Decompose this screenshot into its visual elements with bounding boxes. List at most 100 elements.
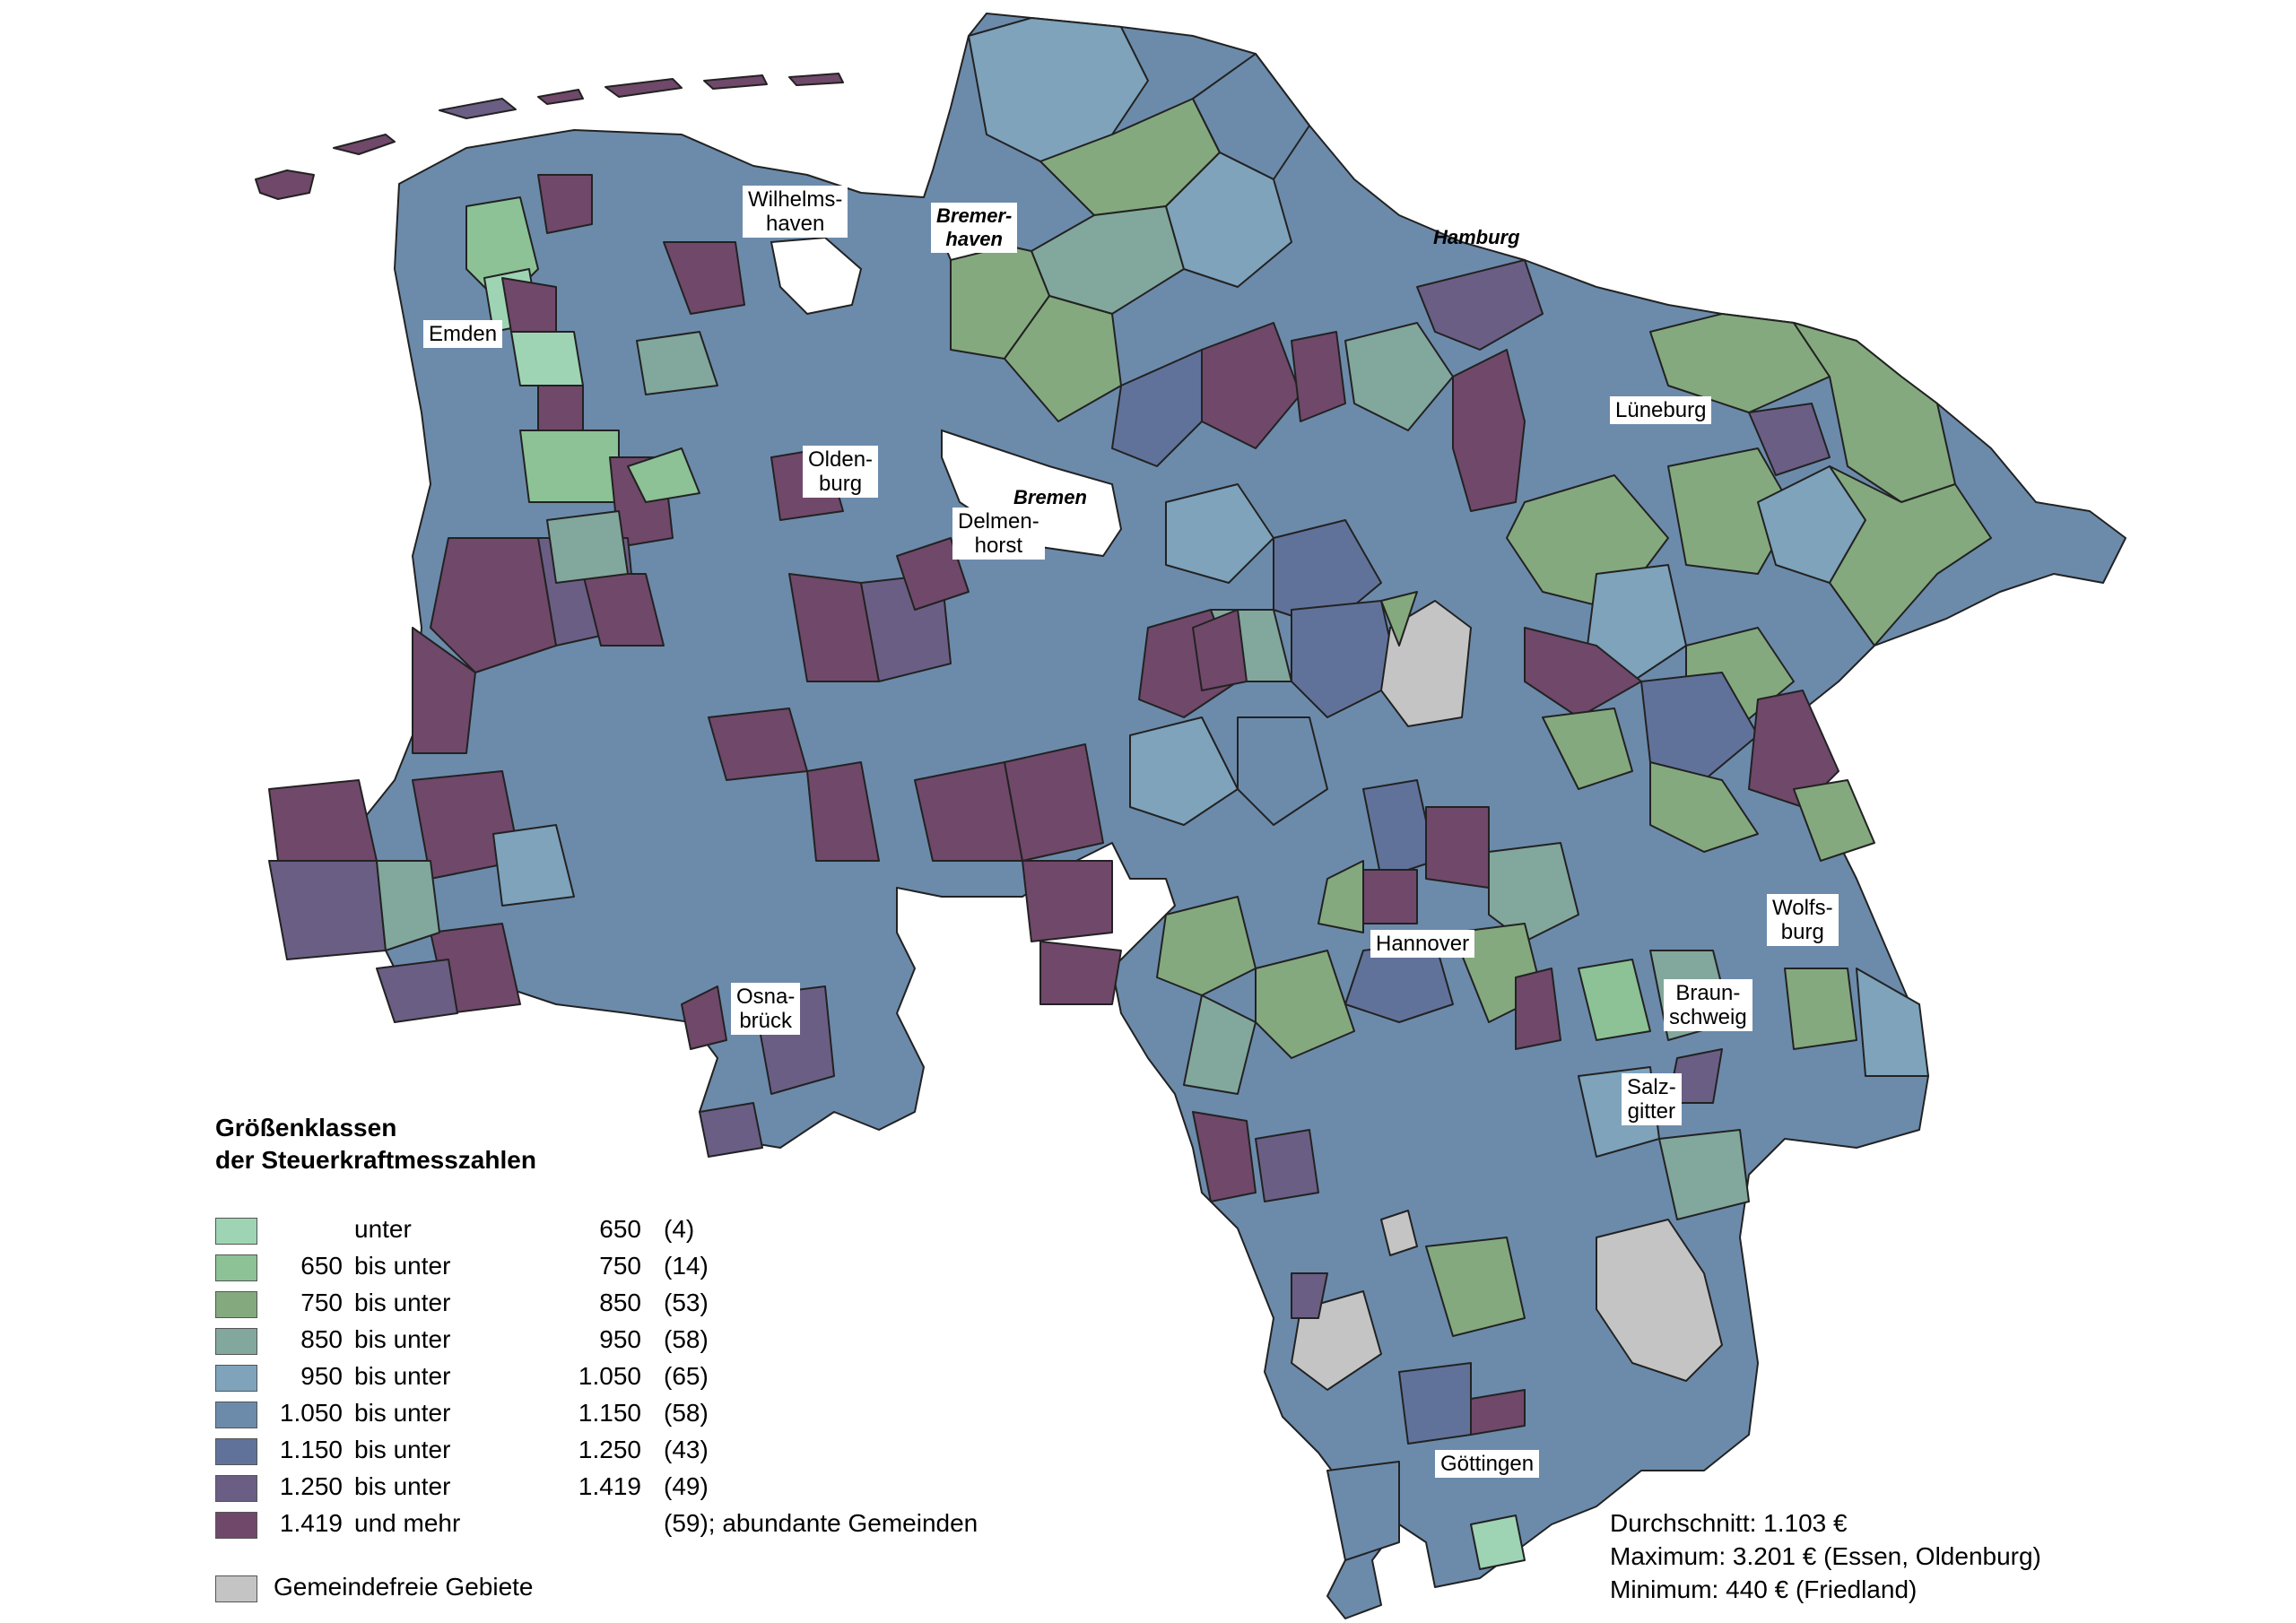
legend-to: 650 [599,1215,641,1243]
municipality [1192,609,1248,691]
legend-to: 950 [599,1325,641,1353]
city-label-lueneburg: Lüneburg [1610,396,1712,424]
legend-count: (58) [664,1325,709,1353]
municipality [376,959,458,1023]
legend-row: 950 bis unter 1.050 (65) [215,1359,1022,1396]
island-langeoog [604,78,683,98]
legend-row: 850 bis unter 950 (58) [215,1323,1022,1359]
legend-word: bis unter [354,1472,451,1500]
legend-from: 950 [300,1362,343,1390]
municipality [1039,941,1122,1005]
legend-rows: unter 650 (4) 650 bis unter 750 (14) 750 bis unt… [215,1212,1022,1543]
legend-swatch [215,1218,257,1245]
municipality [1237,716,1328,826]
municipality [699,1102,763,1158]
municipality [1111,349,1203,467]
legend-row: 1.150 bis unter 1.250 (43) [215,1433,1022,1470]
legend-count: (43) [664,1436,709,1463]
municipality [1578,959,1651,1041]
municipality [1183,994,1257,1095]
municipality [510,331,584,386]
island-wangerooge [788,73,844,86]
municipality [412,627,476,754]
legend-word: und mehr [354,1509,461,1537]
legend-swatch [215,1512,257,1539]
municipality [1470,1389,1526,1436]
municipality [1318,860,1364,933]
legend-to: 750 [599,1252,641,1280]
municipality [896,537,970,611]
legend-swatch [215,1475,257,1502]
legend-swatch [215,1328,257,1355]
municipality [1856,968,1929,1077]
municipality [1255,1129,1319,1202]
municipality [1255,950,1355,1059]
legend-swatch [215,1438,257,1465]
municipality [537,174,593,234]
municipality [519,430,620,503]
municipality [1784,968,1857,1050]
legend-from: 1.419 [279,1509,343,1537]
legend-title-line2: der Steuerkraftmesszahlen [215,1146,536,1174]
city-label-oldenburg: Olden- burg [803,446,879,498]
island-juist [333,134,396,155]
city-label-hannover: Hannover [1370,930,1475,958]
legend-count: (53) [664,1289,709,1316]
municipality [1291,331,1346,422]
legend-from: 750 [300,1289,343,1316]
municipality [1425,1237,1526,1337]
island-norderney [439,98,517,119]
municipality [537,385,584,431]
legend-swatch [215,1291,257,1318]
city-label-delmenhorst: Delmen- horst [952,508,1045,560]
city-label-bremerhaven: Bremer- haven [931,203,1018,253]
legend-row: 650 bis unter 750 (14) [215,1249,1022,1286]
legend-swatch [215,1254,257,1281]
city-label-bremen: Bremen [1013,486,1087,508]
municipality [1515,968,1561,1050]
municipality [1640,672,1759,781]
legend-row: unter 650 (4) [215,1212,1022,1249]
legend-row: 1.419 und mehr (59); abundante Gemeinden [215,1506,1022,1543]
municipality [1165,483,1274,584]
statistics-box: Durchschnitt: 1.103 € Maximum: 3.201 € (… [1610,1506,2041,1606]
municipality [1425,806,1490,889]
city-label-salzgitter: Salz- gitter [1622,1073,1682,1125]
island-baltrum [537,89,584,105]
legend-word: bis unter [354,1289,451,1316]
legend-to: 1.250 [578,1436,641,1463]
municipality [1326,1461,1400,1561]
municipality [1793,779,1875,862]
stat-minimum: Minimum: 440 € (Friedland) [1610,1575,1918,1603]
municipality [1398,1362,1472,1445]
municipality [1542,707,1633,790]
municipality [1004,295,1122,422]
municipality [1596,1219,1723,1382]
legend-swatch [215,1365,257,1392]
city-label-goettingen: Göttingen [1435,1450,1540,1478]
legend-row: 750 bis unter 850 (53) [215,1286,1022,1323]
municipality [501,277,557,333]
municipality [1524,627,1642,718]
municipality [627,447,700,503]
island-borkum [255,169,315,200]
legend-from: 1.050 [279,1399,343,1427]
legend-to: 850 [599,1289,641,1316]
legend-word: bis unter [354,1362,451,1390]
legend-row-free-area: Gemeindefreie Gebiete [215,1570,1022,1607]
municipality [1291,1272,1328,1319]
municipality [636,331,718,395]
municipality [1470,1515,1526,1570]
municipality [1829,465,1992,647]
municipality [1488,842,1579,942]
legend-count: (65) [664,1362,709,1390]
legend-from: 850 [300,1325,343,1353]
legend-from: 650 [300,1252,343,1280]
municipality [681,985,727,1050]
legend-word: bis unter [354,1252,451,1280]
municipality [1192,1111,1257,1202]
municipality [268,779,378,862]
legend-count: (49) [664,1472,709,1500]
legend-title-line1: Größenklassen [215,1114,397,1141]
municipality [1416,259,1544,351]
